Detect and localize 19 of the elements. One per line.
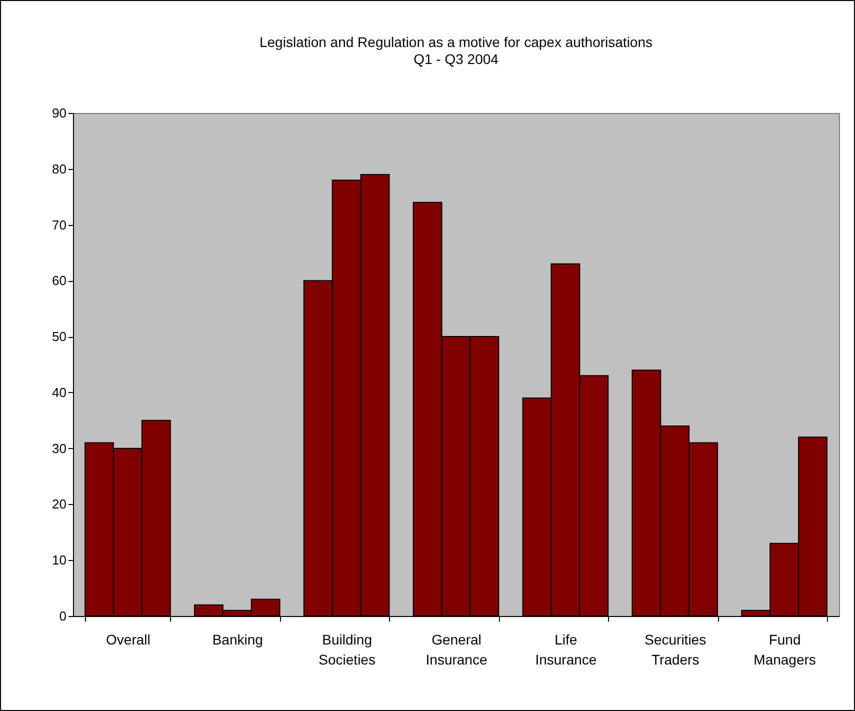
x-tick-label: Banking — [212, 632, 263, 648]
y-tick-label: 60 — [52, 273, 66, 288]
x-tick-label: Life Insurance — [535, 632, 597, 668]
x-tick-label: Fund Managers — [754, 632, 816, 668]
y-tick-label: 10 — [52, 552, 66, 568]
chart-title: Legislation and Regulation as a motive for capex authorisations — [259, 34, 653, 50]
x-tick-label: Building Societies — [318, 632, 376, 668]
y-tick-label: 90 — [52, 106, 66, 120]
y-tick-label: 30 — [52, 440, 66, 456]
y-tick-label: 40 — [52, 384, 66, 400]
y-tick-label: 70 — [52, 217, 66, 232]
y-tick-label: 20 — [52, 496, 66, 512]
x-tick-label: Securities Traders — [644, 632, 706, 668]
y-tick-label: 50 — [52, 329, 66, 344]
x-tick-label: Overall — [106, 632, 150, 648]
x-tick-label: General Insurance — [426, 632, 488, 668]
y-tick-label: 80 — [52, 161, 66, 176]
chart-subtitle: Q1 - Q3 2004 — [414, 51, 499, 67]
y-tick-label: 0 — [59, 608, 66, 624]
